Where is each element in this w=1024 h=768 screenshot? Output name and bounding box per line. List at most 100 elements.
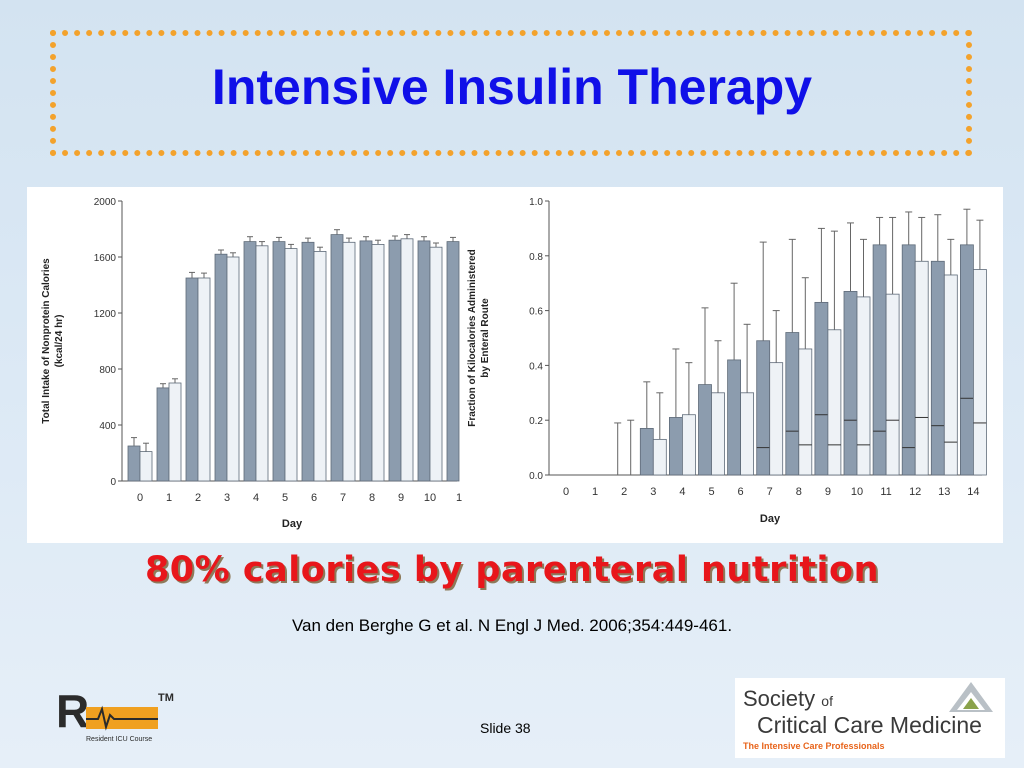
ricu-logo-tm: TM [158, 692, 174, 704]
chart2-bar [727, 359, 741, 476]
chart1-bar [139, 451, 153, 482]
chart2-bar [756, 340, 771, 476]
chart2-ytick-label: 1.0 [529, 197, 543, 208]
chart2-bar [843, 291, 858, 476]
sccm-society: Society of [743, 686, 833, 712]
chart2-bar [682, 414, 696, 476]
chart2-xtick-label: 2 [621, 486, 627, 498]
chart1-bar [313, 251, 327, 482]
chart1-bar [359, 240, 373, 482]
chart1-bar [255, 245, 269, 482]
chart1-xtick-label: 4 [253, 492, 259, 504]
chart1-bar [330, 234, 344, 482]
chart1-bar [417, 240, 431, 482]
chart1-xtick-label: 5 [282, 492, 288, 504]
sccm-of: of [821, 693, 833, 709]
chart1-bar [388, 239, 402, 482]
chart2-bar [872, 244, 887, 476]
chart1-bar [197, 277, 211, 482]
chart2-bar [652, 438, 667, 476]
chart1-ytick-label: 0 [110, 477, 116, 488]
ricu-logo: R TM Resident ICU Course [50, 677, 190, 747]
ecg-icon [86, 705, 158, 731]
chart2-bar [914, 260, 929, 476]
chart1-bar [127, 445, 141, 482]
chart1-ylabel-unit: (kcal/24 hr) [54, 315, 65, 368]
chart1-ytick-label: 1600 [94, 253, 117, 264]
chart2-xtick-label: 3 [650, 486, 656, 498]
sccm-logo: Society of Critical Care Medicine The In… [735, 678, 1005, 758]
chart2-bar [814, 301, 829, 476]
title-frame [50, 30, 972, 156]
chart1-bar [429, 246, 443, 482]
chart2-ylabel: Fraction of Kilocalories Administered [467, 249, 478, 426]
chart2-xlabel: Day [760, 513, 781, 525]
chart1-xtick-label: 2 [195, 492, 201, 504]
chart1-xtick-label: 1 [166, 492, 172, 504]
chart1-xtick-label: 8 [369, 492, 375, 504]
chart1-ytick-label: 400 [99, 421, 116, 432]
chart2-xtick-label: 12 [909, 486, 921, 498]
chart-enteral-fraction: Fraction of Kilocalories Administered by… [467, 197, 987, 525]
chart2-bar [740, 392, 754, 476]
chart1-bar [168, 382, 182, 482]
sccm-triangle-icon [949, 682, 993, 712]
chart1-xtick-label: 0 [137, 492, 143, 504]
chart1-bar [156, 387, 170, 482]
chart1-bar [284, 248, 298, 482]
chart2-bar [960, 244, 974, 476]
chart2-xtick-label: 6 [738, 486, 744, 498]
chart1-bar [400, 238, 414, 482]
slide-number: Slide 38 [480, 720, 531, 736]
chart1-ylabel: Total Intake of Nonprotein Calories [41, 258, 52, 424]
chart1-xtick-label: 6 [311, 492, 317, 504]
chart2-bar [930, 260, 945, 476]
chart1-xtick-label: 10 [424, 492, 436, 504]
chart2-xtick-label: 10 [851, 486, 863, 498]
chart1-bar [371, 244, 385, 482]
chart2-ytick-label: 0.2 [529, 416, 543, 427]
slide-subtitle: 80% calories by parenteral nutrition [144, 550, 880, 590]
chart2-bar [885, 293, 900, 476]
ricu-logo-tagline: Resident ICU Course [86, 736, 152, 743]
chart2-bar [973, 269, 987, 476]
chart2-bar [785, 332, 800, 476]
sccm-tagline: The Intensive Care Professionals [743, 741, 885, 751]
chart1-xtick-label: 1 [456, 492, 462, 504]
chart2-xtick-label: 13 [938, 486, 950, 498]
chart1-bar [185, 277, 199, 482]
chart2-xtick-label: 11 [880, 486, 891, 498]
chart1-bar [301, 241, 315, 482]
chart2-ytick-label: 0.8 [529, 252, 543, 263]
chart2-xtick-label: 4 [679, 486, 685, 498]
chart2-ytick-label: 0.6 [529, 307, 543, 318]
chart2-xtick-label: 1 [592, 486, 598, 498]
chart2-bar [827, 329, 842, 476]
chart1-bar [243, 241, 257, 482]
chart1-bar [226, 256, 240, 482]
chart2-bar [856, 296, 871, 476]
chart2-xtick-label: 0 [563, 486, 569, 498]
chart2-ytick-label: 0.4 [529, 361, 543, 372]
chart1-bar [446, 241, 460, 482]
chart2-ytick-label: 0.0 [529, 471, 543, 482]
chart2-bar [639, 428, 654, 476]
sccm-name: Critical Care Medicine [757, 712, 982, 738]
ricu-logo-image: R TM Resident ICU Course [56, 685, 174, 743]
charts-svg: Total Intake of Nonprotein Calories (kca… [41, 197, 987, 530]
chart2-bar [943, 274, 958, 476]
citation: Van den Berghe G et al. N Engl J Med. 20… [291, 616, 733, 635]
chart1-xlabel: Day [282, 518, 303, 530]
chart2-bar [769, 362, 784, 476]
chart1-bar [342, 241, 356, 482]
chart1-ytick-label: 2000 [94, 197, 117, 208]
chart2-xtick-label: 7 [767, 486, 773, 498]
chart1-xtick-label: 9 [398, 492, 404, 504]
chart2-bar [698, 384, 712, 476]
chart1-ytick-label: 1200 [94, 309, 117, 320]
chart2-xtick-label: 14 [967, 486, 979, 498]
chart2-bar [711, 392, 725, 476]
sccm-society-word: Society [743, 686, 816, 711]
slide-title: Intensive Insulin Therapy [211, 59, 813, 115]
chart1-bar [272, 241, 286, 482]
